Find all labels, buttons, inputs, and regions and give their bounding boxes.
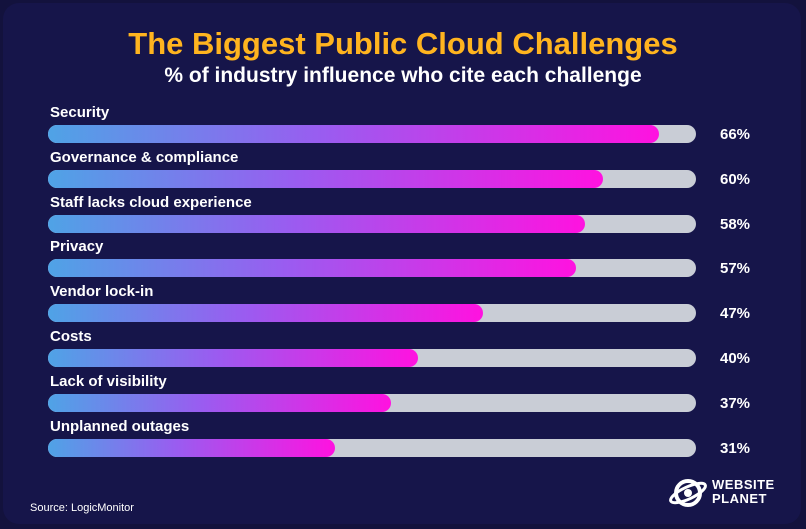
category-label: Unplanned outages [50,417,190,435]
value-label: 58% [720,215,751,233]
value-label: 57% [720,260,751,278]
bar-track [48,214,696,233]
category-label: Vendor lock-in [50,283,154,301]
bar [48,169,604,188]
bar-track [48,349,696,367]
bar-track [48,169,696,188]
category-label: Governance & compliance [50,148,239,166]
website-planet-logo: WEBSITE PLANET [668,474,778,510]
value-label: 47% [720,305,751,323]
value-label: 40% [720,350,751,367]
planet-logo-icon [669,479,707,507]
value-label: 66% [720,126,751,143]
category-label: Staff lacks cloud experience [50,193,252,211]
bar [48,393,391,412]
bar-track [48,125,696,143]
chart-title: The Biggest Public Cloud Challenges [128,26,678,61]
bar [48,438,335,457]
bar-track [48,393,696,412]
bar [48,304,484,323]
category-label: Costs [50,328,92,345]
logo-line-2: PLANET [712,491,767,506]
category-label: Lack of visibility [50,372,167,390]
bar-track [48,438,696,457]
category-label: Security [50,104,110,121]
bar [48,125,659,143]
bar-track [48,259,696,278]
value-label: 37% [720,394,751,412]
value-label: 60% [720,170,751,188]
category-label: Privacy [50,238,104,256]
bar [48,349,419,367]
bar [48,259,576,278]
bar [48,214,585,233]
logo-text: WEBSITE PLANET [712,478,775,506]
source-note: Source: LogicMonitor [30,502,134,514]
bar-track [48,304,696,323]
logo-line-1: WEBSITE [712,477,775,492]
chart-subtitle: % of industry influence who cite each ch… [164,64,642,87]
value-label: 31% [720,439,751,457]
